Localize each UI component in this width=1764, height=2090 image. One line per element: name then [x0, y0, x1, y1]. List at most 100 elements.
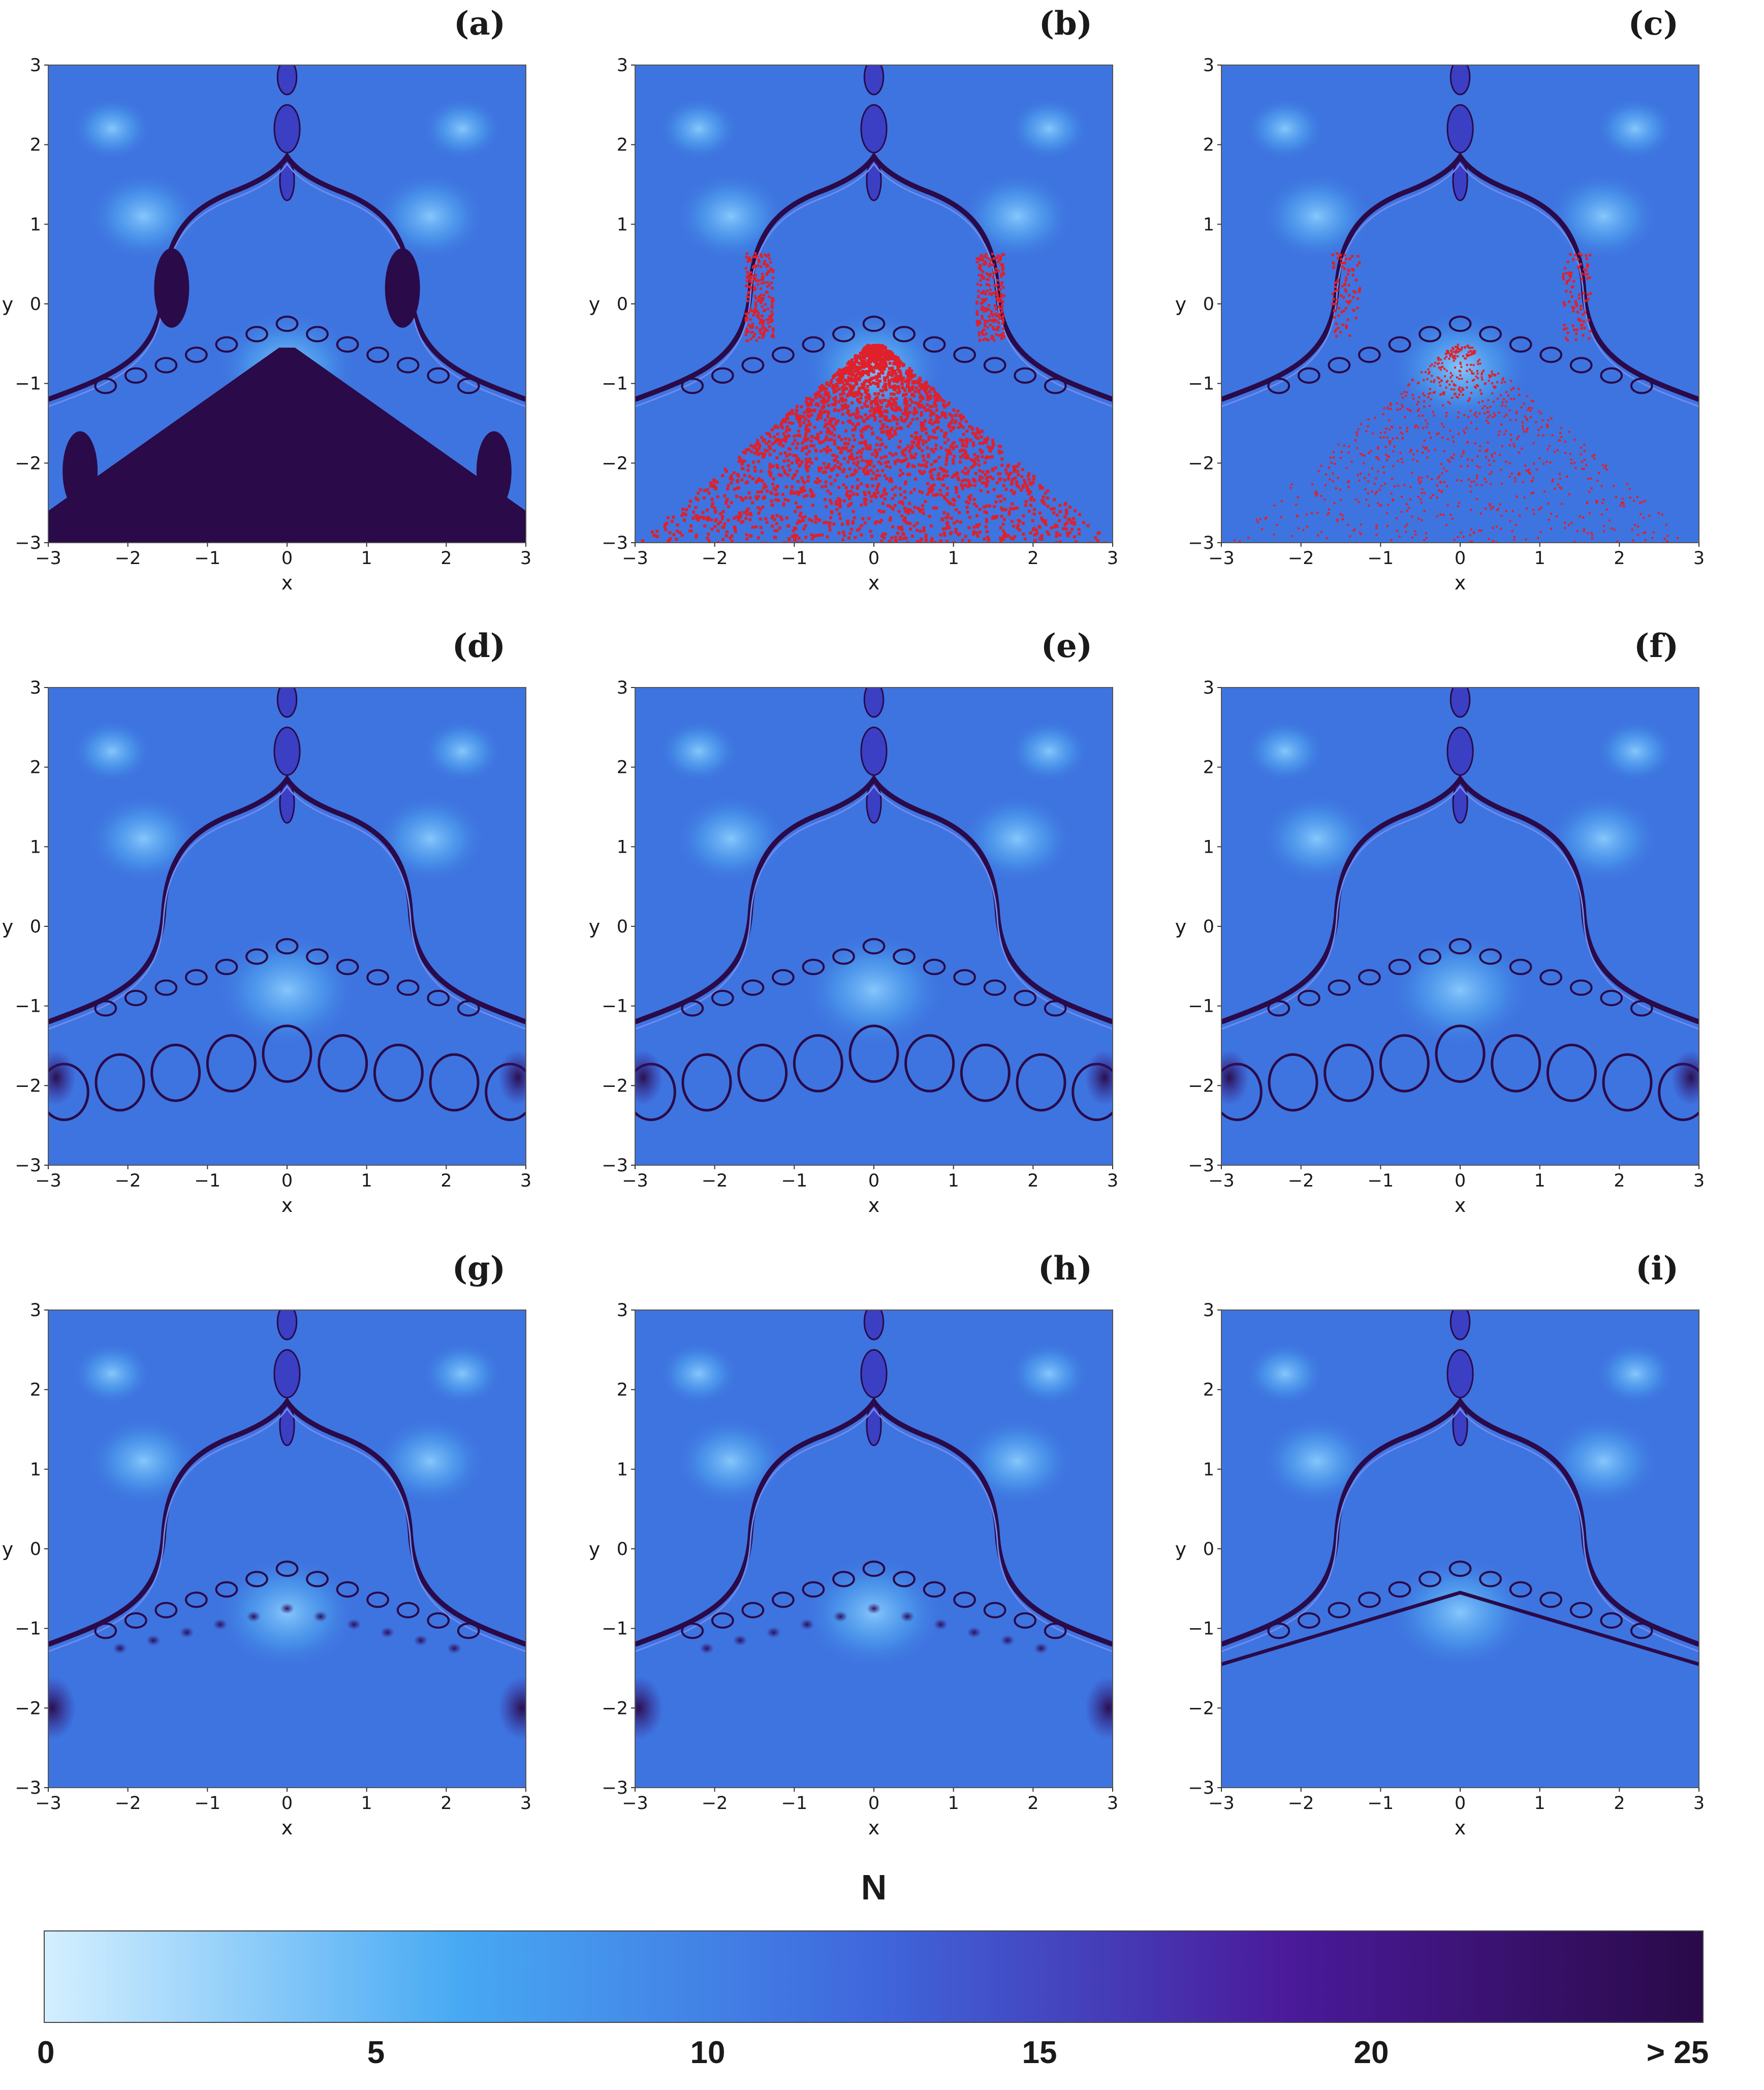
noise-point — [943, 414, 947, 418]
noise-point — [717, 522, 720, 525]
noise-point — [1345, 300, 1348, 303]
noise-point — [964, 420, 968, 423]
noise-point — [824, 480, 828, 484]
y-tick-label: 0 — [1203, 1539, 1214, 1559]
noise-point — [909, 491, 913, 494]
noise-point — [804, 433, 807, 437]
noise-point — [1035, 528, 1038, 532]
noise-point — [880, 401, 884, 404]
noise-point — [1347, 451, 1350, 454]
noise-point — [749, 512, 752, 515]
noise-point — [878, 448, 881, 452]
noise-point — [751, 525, 754, 529]
noise-point — [1517, 474, 1520, 476]
noise-point — [996, 327, 999, 330]
noise-point — [697, 491, 700, 495]
noise-point — [1371, 467, 1374, 470]
noise-point — [1368, 505, 1370, 507]
noise-point — [1002, 534, 1005, 538]
noise-point — [847, 536, 851, 540]
noise-point — [944, 416, 948, 419]
loop-structure — [1328, 357, 1351, 373]
noise-point — [992, 271, 995, 274]
noise-point — [861, 356, 865, 360]
noise-point — [855, 378, 858, 381]
noise-point — [963, 478, 966, 482]
noise-point — [1643, 532, 1645, 534]
noise-point — [863, 497, 866, 501]
noise-point — [1629, 496, 1631, 499]
noise-point — [892, 380, 896, 383]
noise-point — [1577, 258, 1580, 261]
noise-point — [1613, 528, 1616, 531]
noise-point — [1445, 415, 1447, 417]
noise-point — [858, 400, 861, 404]
noise-point — [904, 406, 907, 410]
noise-point — [1481, 371, 1484, 374]
noise-point — [870, 366, 873, 369]
noise-point — [676, 523, 679, 527]
noise-point — [754, 252, 757, 255]
noise-point — [763, 334, 766, 337]
noise-point — [1020, 488, 1023, 492]
noise-point — [888, 540, 892, 543]
noise-point — [834, 386, 837, 389]
noise-point — [867, 393, 870, 396]
noise-point — [1320, 464, 1322, 467]
noise-point — [816, 432, 820, 436]
noise-point — [1367, 480, 1370, 483]
noise-point — [796, 442, 800, 445]
noise-point — [921, 504, 924, 507]
noise-point — [961, 454, 965, 457]
noise-point — [990, 310, 993, 313]
noise-point — [894, 485, 897, 489]
noise-point — [888, 370, 891, 374]
y-tick-label: −3 — [1188, 1778, 1214, 1798]
noise-point — [930, 537, 934, 541]
noise-point — [1582, 334, 1585, 337]
noise-point — [1583, 444, 1586, 446]
noise-point — [879, 462, 883, 465]
noise-point — [901, 532, 905, 536]
noise-point — [978, 331, 981, 334]
loop-structure — [983, 979, 1006, 996]
y-tick-label: −1 — [1188, 996, 1214, 1017]
noise-point — [1382, 413, 1384, 415]
noise-point — [740, 466, 744, 470]
noise-point — [996, 279, 999, 282]
noise-point — [946, 474, 949, 478]
noise-point — [874, 366, 877, 370]
noise-point — [1331, 293, 1334, 295]
noise-point — [816, 481, 819, 484]
noise-point — [960, 424, 963, 428]
x-tick-label: 1 — [948, 1793, 959, 1814]
noise-point — [744, 267, 747, 270]
y-tick-label: −2 — [15, 1076, 41, 1096]
noise-point — [1416, 460, 1419, 462]
noise-point — [824, 498, 827, 502]
noise-point — [1423, 492, 1426, 494]
noise-point — [955, 487, 958, 491]
noise-point — [1494, 415, 1496, 417]
noise-point — [714, 486, 718, 490]
noise-point — [1000, 463, 1004, 467]
noise-point — [1486, 450, 1488, 452]
noise-point — [874, 455, 878, 458]
noise-point — [1487, 442, 1489, 444]
noise-point — [726, 487, 729, 491]
noise-point — [1352, 529, 1355, 532]
noise-point — [886, 354, 889, 358]
noise-point — [1580, 323, 1583, 326]
noise-point — [900, 362, 904, 365]
noise-point — [893, 369, 897, 373]
x-tick-label: −3 — [35, 548, 61, 569]
y-tick-label: 1 — [30, 1459, 41, 1480]
noise-point — [1478, 358, 1480, 361]
noise-point — [1417, 495, 1420, 498]
noise-point — [1515, 412, 1518, 415]
noise-point — [680, 514, 684, 517]
noise-point — [937, 420, 940, 424]
noise-point — [753, 295, 757, 298]
noise-point — [796, 480, 800, 483]
